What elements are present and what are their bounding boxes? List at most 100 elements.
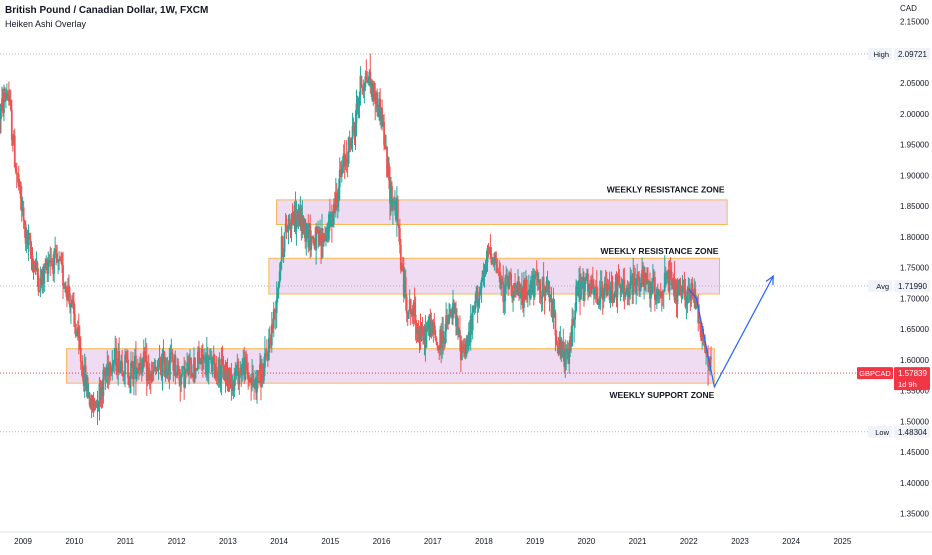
candle-body <box>493 253 496 265</box>
candle-body <box>113 360 116 362</box>
zone-rect-1[interactable] <box>276 199 728 225</box>
candle-body <box>662 291 665 293</box>
candle-body <box>430 320 433 337</box>
candle-body <box>240 367 243 376</box>
candle-body <box>587 273 589 292</box>
candle-body <box>511 285 513 298</box>
candle-body <box>283 232 286 252</box>
candle-body <box>618 275 621 286</box>
candle-body <box>67 285 69 300</box>
candle-body <box>44 266 47 268</box>
candle-body <box>606 284 609 296</box>
y-tick-label: 1.75000 <box>900 264 929 273</box>
candle-body <box>703 340 706 342</box>
candle-body <box>412 302 415 317</box>
candle-body <box>346 162 349 164</box>
candle-body <box>180 375 183 385</box>
candle-body <box>386 147 388 177</box>
candle-body <box>374 101 377 104</box>
candle-body <box>569 335 572 351</box>
candle-body <box>460 347 463 361</box>
candle-body <box>576 283 578 286</box>
candle-body <box>481 270 484 280</box>
x-tick-label: 2019 <box>526 537 544 546</box>
candle-body <box>496 271 499 273</box>
candle-body <box>4 93 6 99</box>
candle-body <box>661 291 664 293</box>
candle-body <box>353 130 356 137</box>
candle-body <box>459 330 461 336</box>
candle-body <box>645 274 647 284</box>
candle-body <box>650 293 652 299</box>
candle-body <box>440 329 443 348</box>
candle-body <box>636 273 639 287</box>
candle-body <box>633 273 636 279</box>
candle-body <box>28 237 31 240</box>
candle-body <box>23 220 26 225</box>
candle-body <box>484 270 487 272</box>
candle-body <box>229 368 232 374</box>
candle-body <box>172 361 175 371</box>
candle-body <box>577 283 579 296</box>
candle-body <box>426 327 429 330</box>
candle-body <box>539 290 542 299</box>
candle-body <box>85 377 88 391</box>
candle-body <box>447 320 449 324</box>
candle-body <box>510 273 513 286</box>
candle-body <box>87 392 90 398</box>
candle-body <box>128 377 130 384</box>
candle-body <box>63 285 65 288</box>
candle-body <box>621 290 624 293</box>
currency-label: CAD <box>900 4 917 13</box>
candle-body <box>263 367 265 381</box>
candle-body <box>503 301 506 303</box>
candle-body <box>79 347 82 362</box>
projection-path[interactable] <box>688 275 774 389</box>
candle-body <box>21 207 24 212</box>
candle-body <box>148 370 151 381</box>
candle-body <box>120 361 123 364</box>
candle-body <box>639 287 642 292</box>
candle-body <box>449 311 451 315</box>
candle-body <box>354 122 357 137</box>
candle-body <box>206 354 209 373</box>
candle-body <box>516 283 518 289</box>
candle-body <box>546 281 549 291</box>
candle-body <box>58 259 60 261</box>
candle-body <box>564 351 567 367</box>
candle-body <box>343 153 346 167</box>
candle-body <box>45 259 48 268</box>
candle-body <box>261 366 263 387</box>
candle-body <box>473 308 476 310</box>
candle-body <box>554 312 557 336</box>
candle-body <box>173 355 176 371</box>
candle-body <box>697 305 700 324</box>
candle-body <box>362 87 365 92</box>
candle-body <box>74 324 77 337</box>
candle-body <box>77 327 80 339</box>
price-axis-bg[interactable] <box>870 0 932 550</box>
candle-body <box>588 288 590 292</box>
candle-body <box>334 192 337 212</box>
candle-body <box>488 246 491 249</box>
candle-body <box>659 296 662 298</box>
candle-body <box>521 288 523 293</box>
candle-body <box>20 198 23 212</box>
candle-body <box>474 294 477 309</box>
candle-body <box>522 288 524 309</box>
candle-body <box>89 405 92 409</box>
candle-body <box>413 302 416 315</box>
candle-body <box>489 246 492 254</box>
candle-body <box>51 261 54 263</box>
candle-body <box>418 328 421 340</box>
candle-body <box>656 288 659 296</box>
candle-body <box>216 374 219 381</box>
candle-body <box>572 319 575 326</box>
candle-body <box>264 353 267 355</box>
candle-body <box>102 369 105 396</box>
candle-body <box>549 297 552 302</box>
candle-body <box>187 362 189 376</box>
candle-body <box>62 265 64 286</box>
